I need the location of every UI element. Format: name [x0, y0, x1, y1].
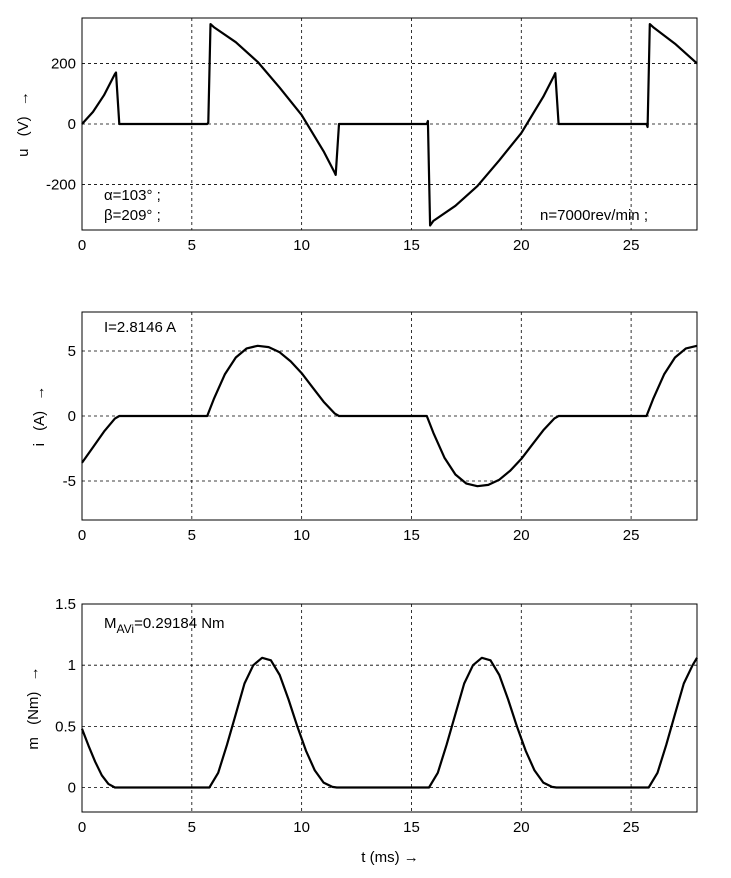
voltage-x-tick-label: 5 — [188, 237, 196, 254]
torque-y-tick-label: 1.5 — [55, 596, 76, 613]
torque-ylabel-symbol: m — [25, 737, 42, 750]
current-x-tick-label: 0 — [78, 527, 86, 544]
torque-ylabel: m (Nm) → — [25, 666, 42, 749]
current-ylabel-unit: (A) — [31, 411, 48, 431]
alpha-annotation: α=103° ; — [104, 187, 161, 204]
beta-annotation: β=209° ; — [104, 207, 161, 224]
svg-text:u (V) →: u (V) → — [15, 91, 32, 157]
current-y-tick-label: 0 — [68, 408, 76, 425]
torque-ylabel-unit: (Nm) — [25, 692, 42, 725]
voltage-panel: 0 5 10 15 20 25 -200 0 200 u (V) → α=103° ; β=20… — [15, 17, 698, 254]
torque-tick-labels: 0 5 10 15 20 25 0 0.5 1 1.5 — [55, 596, 639, 836]
current-x-tick-label: 10 — [293, 527, 310, 544]
current-ylabel: i (A) → — [31, 386, 48, 447]
voltage-x-tick-label: 10 — [293, 237, 310, 254]
current-curve — [81, 344, 698, 488]
torque-grid — [82, 604, 697, 812]
voltage-axes-frame — [81, 17, 698, 231]
current-y-tick-label: -5 — [63, 473, 76, 490]
current-x-tick-label: 25 — [623, 527, 640, 544]
torque-y-tick-label: 0.5 — [55, 718, 76, 735]
voltage-x-tick-label: 0 — [78, 237, 86, 254]
torque-panel: 0 5 10 15 20 25 0 0.5 1 1.5 m (Nm) → MAVi=0.29184… — [25, 596, 698, 866]
torque-x-tick-label: 25 — [623, 819, 640, 836]
voltage-tick-labels: 0 5 10 15 20 25 -200 0 200 — [46, 55, 639, 254]
current-x-tick-label: 15 — [403, 527, 420, 544]
avg-torque-value: =0.29184 Nm — [134, 615, 224, 632]
avg-torque-subscript: AVi — [117, 622, 135, 636]
torque-y-tick-label: 0 — [68, 780, 76, 797]
avg-torque-annotation: MAVi=0.29184 Nm — [104, 615, 225, 636]
torque-x-tick-label: 10 — [293, 819, 310, 836]
torque-x-tick-label: 0 — [78, 819, 86, 836]
current-x-tick-label: 20 — [513, 527, 530, 544]
torque-axes-frame — [81, 603, 698, 813]
voltage-ylabel-symbol: u — [15, 149, 32, 157]
current-y-tick-label: 5 — [68, 343, 76, 360]
voltage-ylabel-unit: (V) — [15, 116, 32, 136]
voltage-x-tick-label: 20 — [513, 237, 530, 254]
current-axes-frame — [81, 311, 698, 521]
voltage-y-tick-label: 200 — [51, 55, 76, 72]
torque-ylabel-arrow: → — [25, 666, 42, 681]
speed-annotation: n=7000rev/min ; — [540, 207, 648, 224]
voltage-x-tick-label: 25 — [623, 237, 640, 254]
torque-curve — [80, 656, 698, 789]
torque-x-tick-label: 5 — [188, 819, 196, 836]
time-axis-label: t (ms) → — [361, 849, 419, 866]
torque-x-tick-label: 20 — [513, 819, 530, 836]
svg-text:i (A) →: i (A) → — [31, 386, 48, 447]
voltage-curve — [81, 23, 698, 227]
voltage-y-tick-label: 0 — [68, 116, 76, 133]
rms-current-annotation: I=2.8146 A — [104, 319, 176, 336]
voltage-ylabel-arrow: → — [15, 91, 32, 106]
current-panel: 0 5 10 15 20 25 -5 0 5 i (A) → I=2.8146 A — [31, 311, 698, 544]
voltage-x-tick-label: 15 — [403, 237, 420, 254]
avg-torque-symbol: M — [104, 615, 117, 632]
svg-text:m (Nm) →: m (Nm) → — [25, 666, 42, 749]
voltage-ylabel: u (V) → — [15, 91, 32, 157]
voltage-y-tick-label: -200 — [46, 177, 76, 194]
torque-x-tick-label: 15 — [403, 819, 420, 836]
current-ylabel-arrow: → — [31, 386, 48, 401]
current-ylabel-symbol: i — [31, 443, 48, 446]
torque-y-tick-label: 1 — [68, 657, 76, 674]
current-tick-labels: 0 5 10 15 20 25 -5 0 5 — [63, 343, 640, 544]
current-x-tick-label: 5 — [188, 527, 196, 544]
